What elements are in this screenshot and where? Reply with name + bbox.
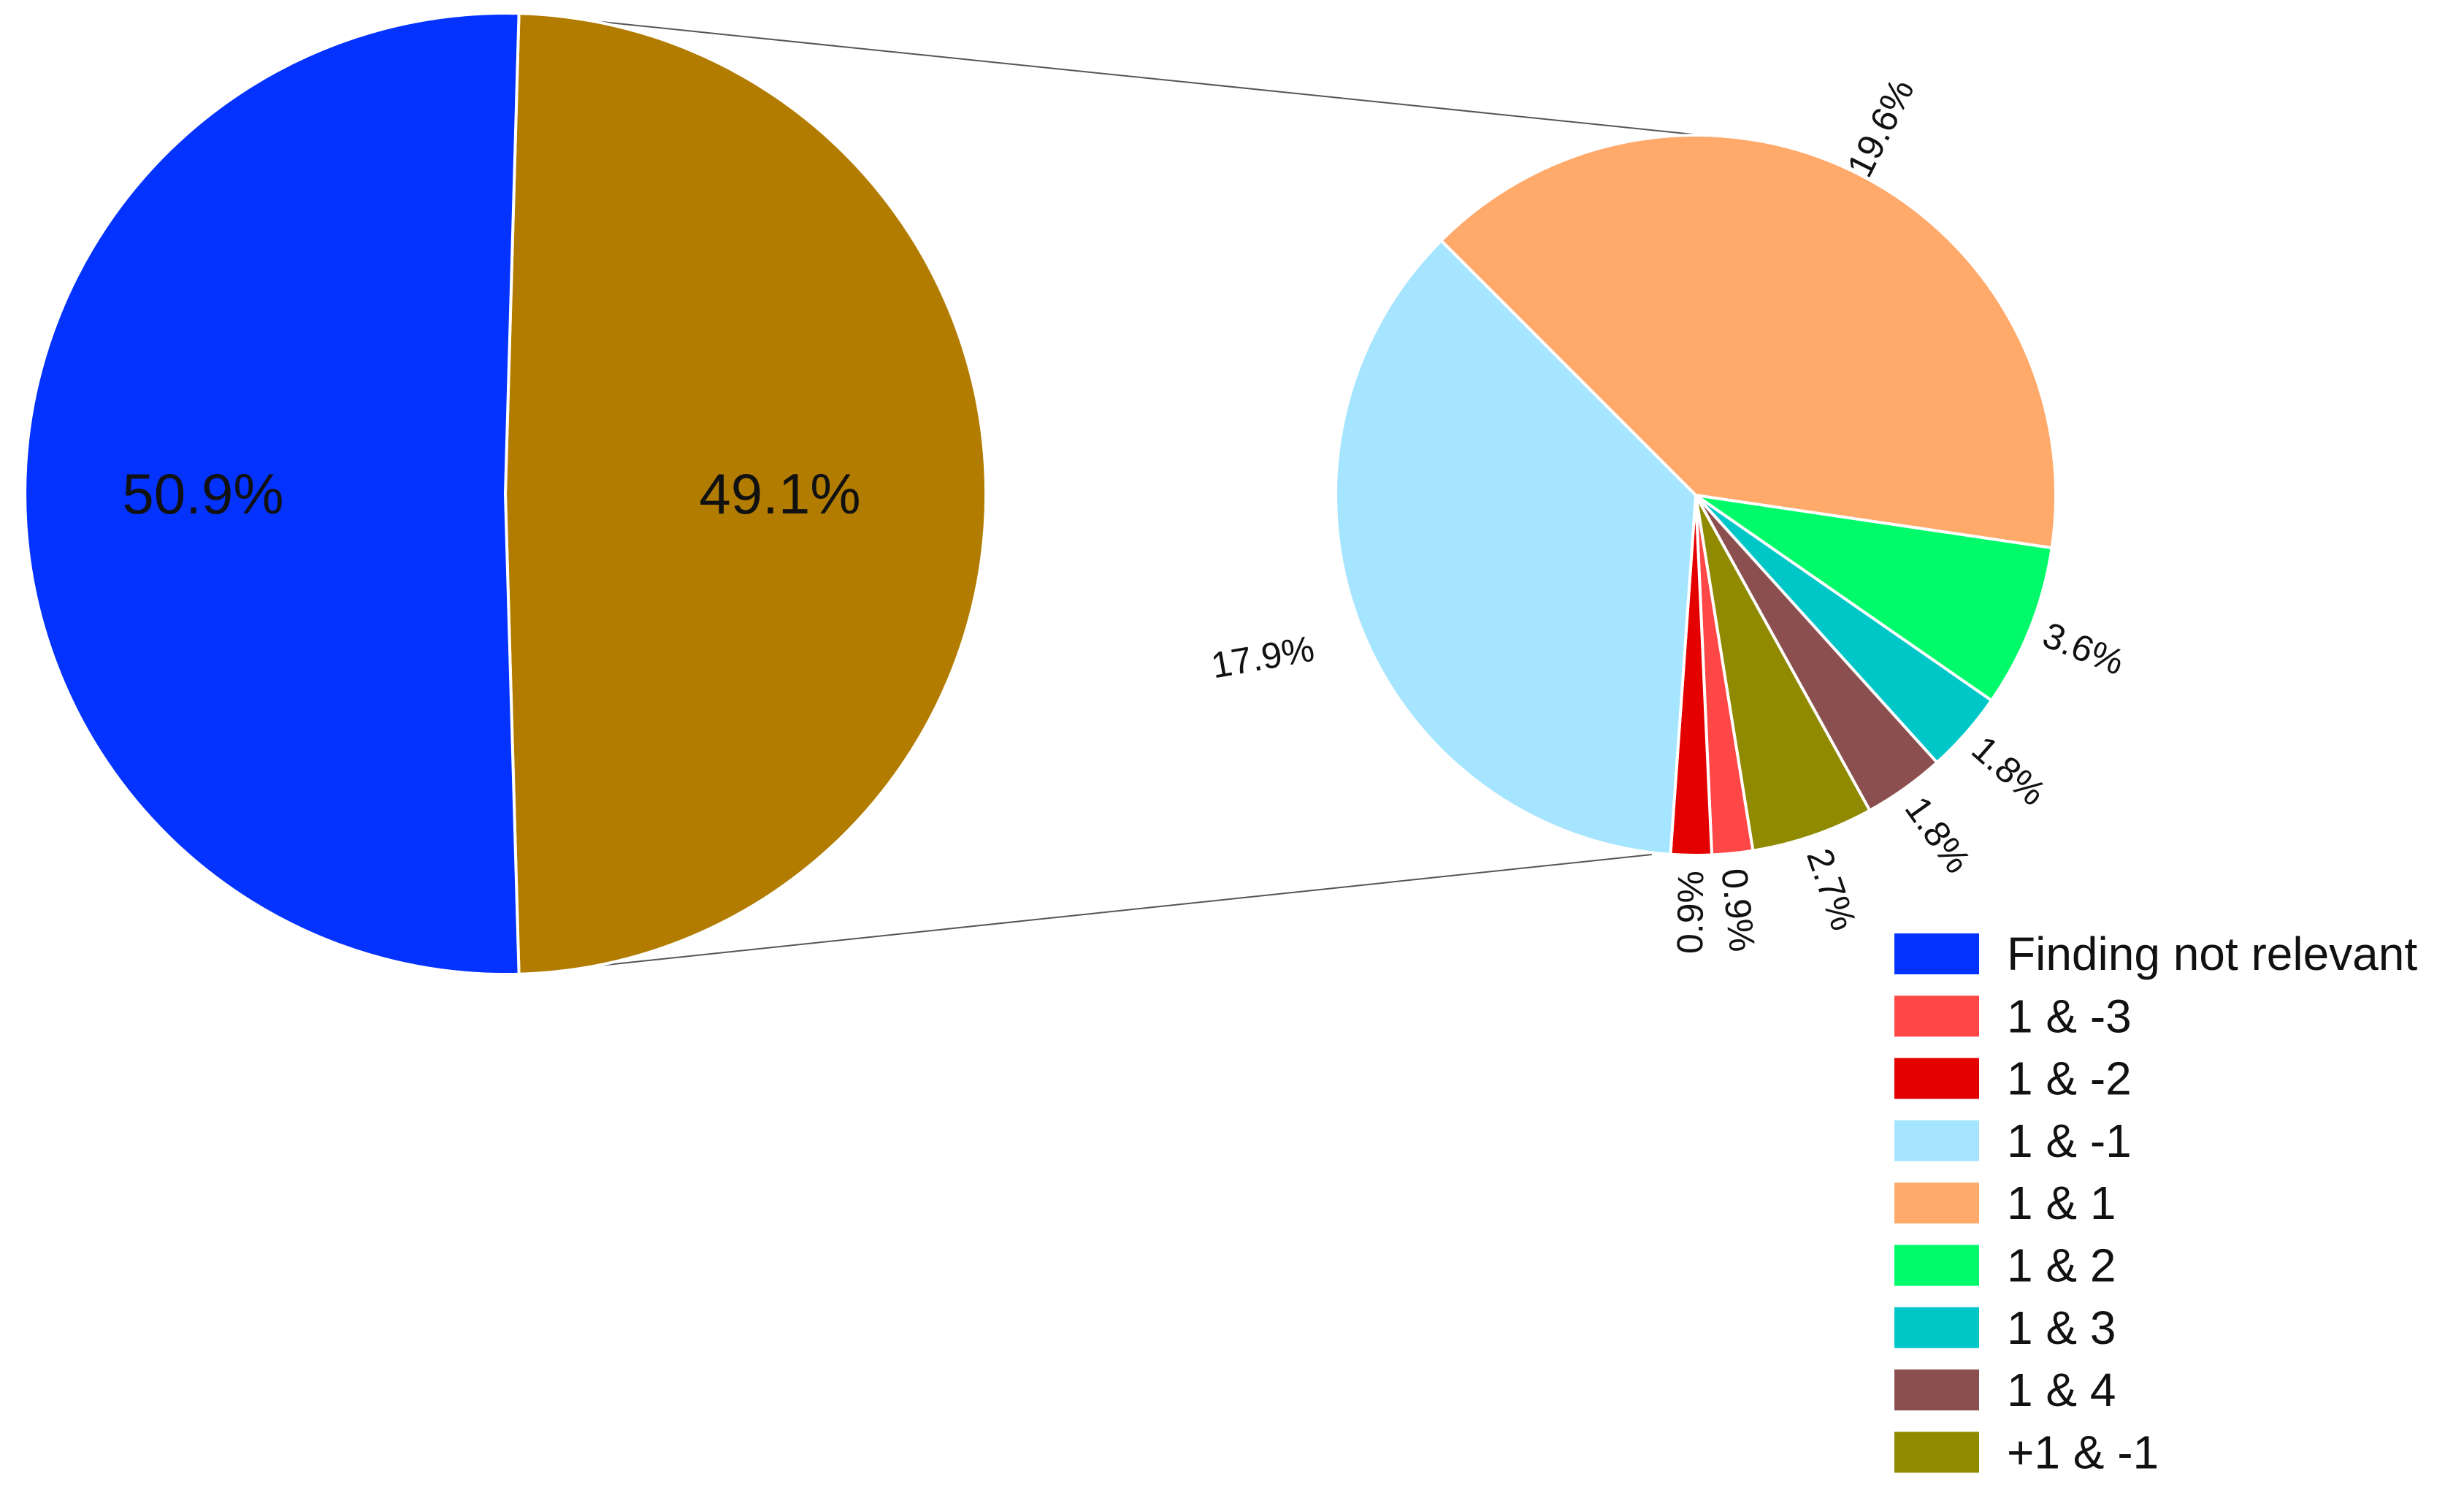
legend-swatch xyxy=(1894,1432,1979,1473)
legend-label: 1 & -3 xyxy=(2007,990,2132,1042)
legend-label: +1 & -1 xyxy=(2007,1426,2159,1478)
legend-label: Finding not relevant xyxy=(2007,928,2417,980)
legend-swatch xyxy=(1894,933,1979,974)
secondary-label-1_1: 19.6% xyxy=(1839,72,1922,183)
legend: Finding not relevant 1 & -3 1 & -2 1 & -1 1 … xyxy=(1894,928,2417,1478)
legend-label: 1 & 4 xyxy=(2007,1364,2116,1416)
connector-line-bottom xyxy=(519,854,1653,975)
legend-swatch xyxy=(1894,1369,1979,1411)
legend-label: 1 & -2 xyxy=(2007,1052,2132,1105)
legend-label: 1 & 1 xyxy=(2007,1177,2116,1229)
legend-swatch xyxy=(1894,1182,1979,1224)
secondary-label-1_m3: 0.9% xyxy=(1713,866,1762,953)
secondary-label-p1_m1: 2.7% xyxy=(1799,844,1864,936)
connector-lines xyxy=(519,12,1708,975)
secondary-label-1_m1: 17.9% xyxy=(1208,628,1317,687)
legend-label: 1 & 3 xyxy=(2007,1302,2116,1354)
legend-label: 1 & 2 xyxy=(2007,1239,2116,1292)
secondary-label-1_3: 1.8% xyxy=(1964,728,2054,814)
secondary-label-1_m2: 0.9% xyxy=(1669,871,1711,955)
connector-line-top xyxy=(519,12,1708,137)
legend-swatch xyxy=(1894,1058,1979,1099)
primary-slice-relevant_group xyxy=(503,12,988,976)
primary-label-not_relevant: 50.9% xyxy=(122,462,283,526)
legend-swatch xyxy=(1894,1245,1979,1286)
secondary-pie xyxy=(1334,134,2057,857)
secondary-label-1_2: 3.6% xyxy=(2038,614,2130,683)
primary-label-relevant_group: 49.1% xyxy=(699,462,860,526)
secondary-slice-1_1 xyxy=(1439,134,2057,550)
primary-pie-labels: 50.9% 49.1% xyxy=(122,462,860,526)
legend-swatch xyxy=(1894,996,1979,1037)
secondary-label-1_4: 1.8% xyxy=(1897,789,1979,880)
legend-swatch xyxy=(1894,1120,1979,1161)
legend-swatch xyxy=(1894,1307,1979,1348)
legend-label: 1 & -1 xyxy=(2007,1115,2132,1167)
primary-pie xyxy=(23,12,988,976)
secondary-slice-1_2 xyxy=(1694,494,2054,703)
primary-slice-not_relevant xyxy=(23,12,521,976)
secondary-slice-1_m1 xyxy=(1334,238,1698,856)
